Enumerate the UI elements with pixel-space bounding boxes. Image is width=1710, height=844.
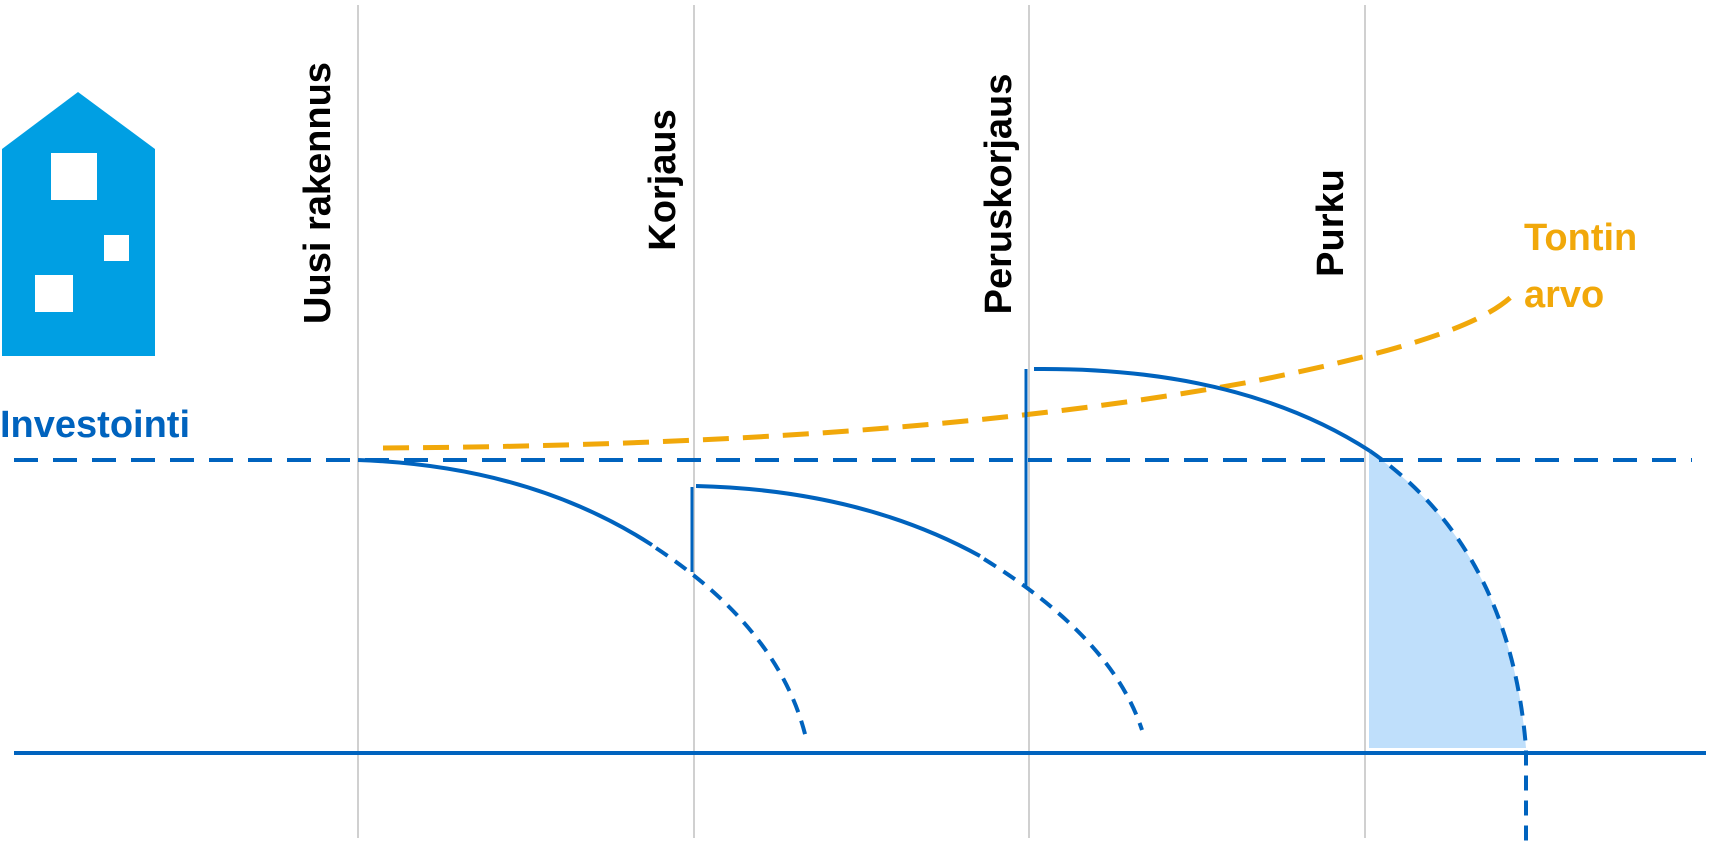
value-curve-new-building: [357, 458, 808, 739]
plot-value-label-line1: Tontin: [1524, 217, 1637, 259]
plot-value-label-line2: arvo: [1524, 274, 1604, 316]
investment-label: Investointi: [0, 404, 190, 446]
value-curve-renovation: [1024, 366, 1528, 844]
curve-solid-segment: [1033, 366, 1372, 453]
phase-label-new: Uusi rakennus: [297, 62, 339, 324]
curve-solid-segment: [695, 484, 981, 558]
phase-label-demolition: Purku: [1310, 169, 1352, 277]
phase-gridlines: [357, 5, 1366, 838]
plot-value-curve: [382, 294, 1514, 451]
demolition-value-area: [1369, 451, 1526, 748]
curve-dashed-segment: [654, 546, 808, 739]
phase-label-renovation: Peruskorjaus: [978, 74, 1020, 315]
curve-dashed-segment: [982, 557, 1144, 731]
building-icon: [2, 92, 155, 356]
value-curve-repair: [690, 484, 1144, 731]
curve-solid-segment: [357, 458, 654, 547]
curve-dashed-segment: [1368, 449, 1528, 844]
phase-label-repair: Korjaus: [642, 109, 684, 250]
